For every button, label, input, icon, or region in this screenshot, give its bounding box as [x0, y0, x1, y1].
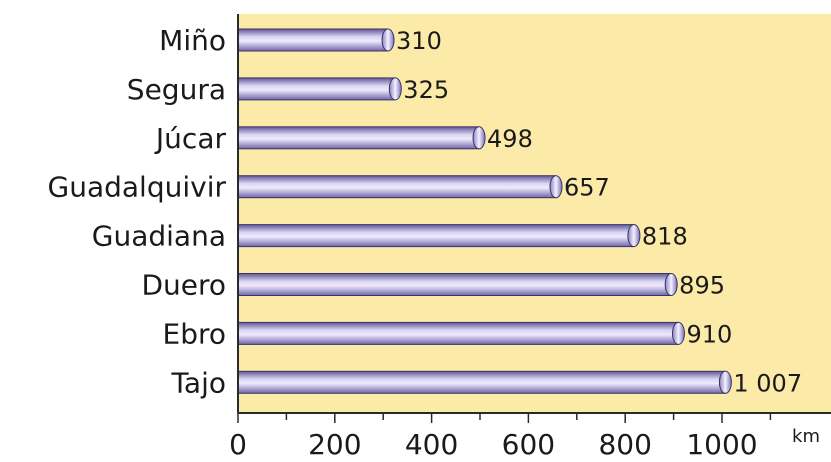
category-label: Ebro: [163, 317, 227, 350]
bar-end-cap: [388, 77, 402, 101]
value-label: 895: [679, 272, 725, 300]
bar-miño: [237, 28, 389, 52]
bar-segura: [237, 77, 396, 101]
plot-background: [238, 14, 831, 413]
x-tick-label: 800: [598, 428, 651, 461]
bar-júcar: [237, 126, 480, 150]
category-label: Tajo: [170, 366, 226, 399]
x-tick-label: 600: [502, 428, 555, 461]
bar-tajo: [237, 370, 726, 394]
x-tick-label: 1000: [686, 428, 757, 461]
category-label: Júcar: [154, 122, 227, 155]
category-label: Guadalquivir: [48, 171, 227, 204]
bar-end-cap: [472, 126, 486, 150]
value-label: 657: [564, 174, 610, 202]
value-label: 1 007: [733, 369, 802, 397]
bar-ebro: [237, 321, 679, 345]
bar-end-cap: [381, 28, 395, 52]
x-tick-label: 200: [308, 428, 361, 461]
bar-end-cap: [671, 321, 685, 345]
bar-end-cap: [627, 224, 641, 248]
value-label: 498: [487, 125, 533, 153]
value-label: 310: [396, 27, 442, 55]
category-label: Duero: [141, 269, 226, 302]
category-label: Miño: [159, 24, 226, 57]
value-label: 910: [686, 320, 732, 348]
labels-group: Miño 310 Segura 325 Júcar 498 Guadalquivir 657 G…: [48, 24, 820, 461]
value-label: 325: [403, 76, 449, 104]
value-label: 818: [642, 223, 688, 251]
x-tick-label: 400: [405, 428, 458, 461]
x-tick-label: 0: [229, 428, 247, 461]
bar-duero: [237, 273, 672, 296]
bar-guadiana: [237, 224, 635, 248]
bar-end-cap: [549, 175, 563, 199]
category-label: Guadiana: [92, 220, 226, 253]
x-unit-label: km: [792, 426, 820, 447]
bar-end-cap: [664, 273, 678, 296]
bars-group: [237, 28, 732, 394]
category-label: Segura: [127, 73, 226, 106]
bar-end-cap: [718, 370, 732, 394]
bar-guadalquivir: [237, 175, 557, 199]
axes-group: [237, 14, 831, 423]
